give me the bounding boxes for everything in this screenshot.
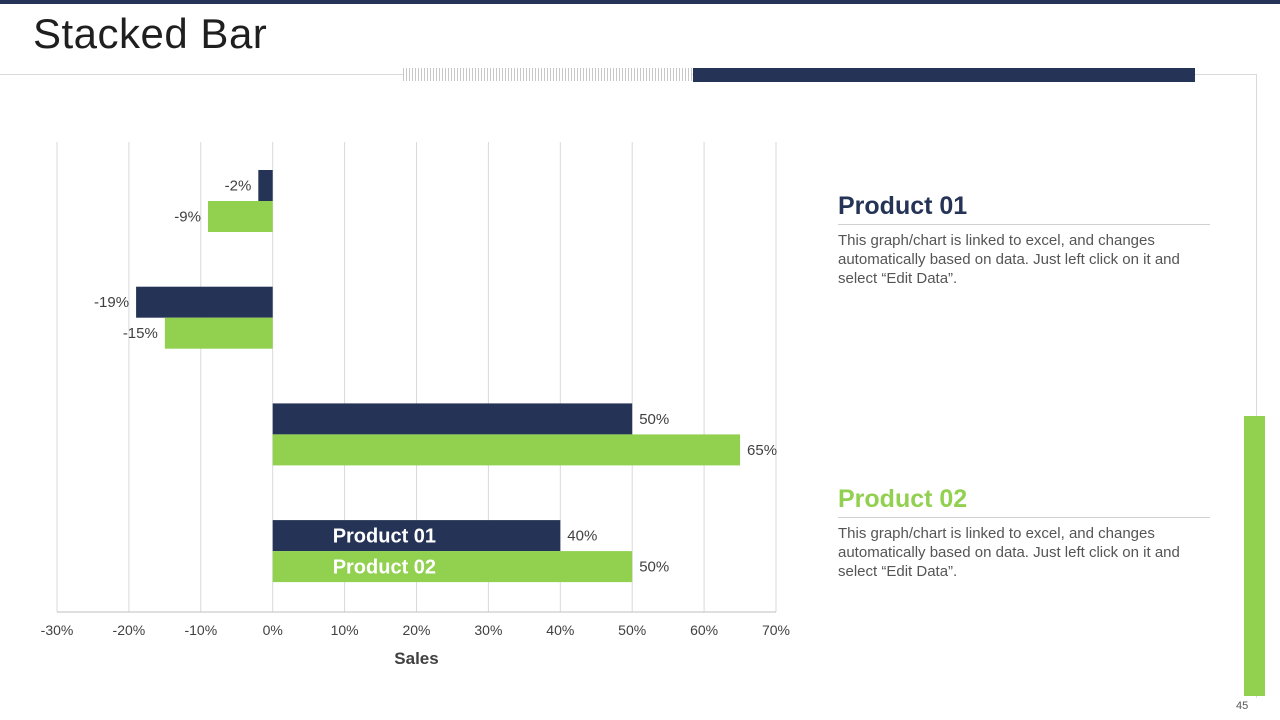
legend-product-01: Product 01 This graph/chart is linked to… (838, 192, 1210, 288)
x-tick-label: 60% (690, 622, 718, 638)
bar-product-02 (207, 201, 273, 232)
legend-product-01-title: Product 01 (838, 192, 1210, 225)
frame-vertical-line (1256, 74, 1257, 698)
bar-product-01 (272, 403, 633, 435)
legend-product-01-description: This graph/chart is linked to excel, and… (838, 232, 1180, 287)
bar-product-01 (136, 286, 273, 318)
bar-product-02 (164, 317, 273, 349)
data-label: 50% (639, 559, 669, 576)
x-tick-label: 30% (474, 622, 502, 638)
page-number: 45 (1236, 700, 1249, 712)
data-label: -15% (123, 325, 158, 342)
navy-decoration-band (693, 68, 1195, 82)
x-tick-label: -30% (41, 622, 74, 638)
x-tick-label: 50% (618, 622, 646, 638)
x-tick-label: 70% (762, 622, 790, 638)
data-label: -9% (174, 209, 201, 226)
bar-product-02 (272, 551, 633, 583)
x-tick-label: -10% (184, 622, 217, 638)
top-accent-rule (0, 0, 1280, 4)
in-bar-series-label: Product 02 (333, 557, 436, 579)
x-tick-label: 20% (402, 622, 430, 638)
x-tick-label: 40% (546, 622, 574, 638)
slide-title: Stacked Bar (33, 10, 268, 57)
x-tick-label: 0% (263, 622, 283, 638)
data-label: -19% (94, 294, 129, 311)
x-axis-title: Sales (394, 649, 438, 668)
bar-product-01 (258, 170, 273, 201)
bar-product-01 (272, 520, 561, 552)
data-label: 65% (747, 442, 777, 459)
hatched-decoration (403, 68, 692, 81)
green-decoration-band (1244, 416, 1265, 696)
in-bar-series-label: Product 01 (333, 526, 436, 548)
data-label: 40% (567, 528, 597, 545)
x-tick-label: 10% (331, 622, 359, 638)
x-tick-label: -20% (113, 622, 146, 638)
legend-product-02-title: Product 02 (838, 485, 1210, 518)
data-label: -2% (225, 178, 252, 195)
legend-product-02: Product 02 This graph/chart is linked to… (838, 485, 1210, 581)
bar-product-02 (272, 434, 741, 466)
legend-product-02-description: This graph/chart is linked to excel, and… (838, 525, 1180, 580)
data-label: 50% (639, 411, 669, 428)
